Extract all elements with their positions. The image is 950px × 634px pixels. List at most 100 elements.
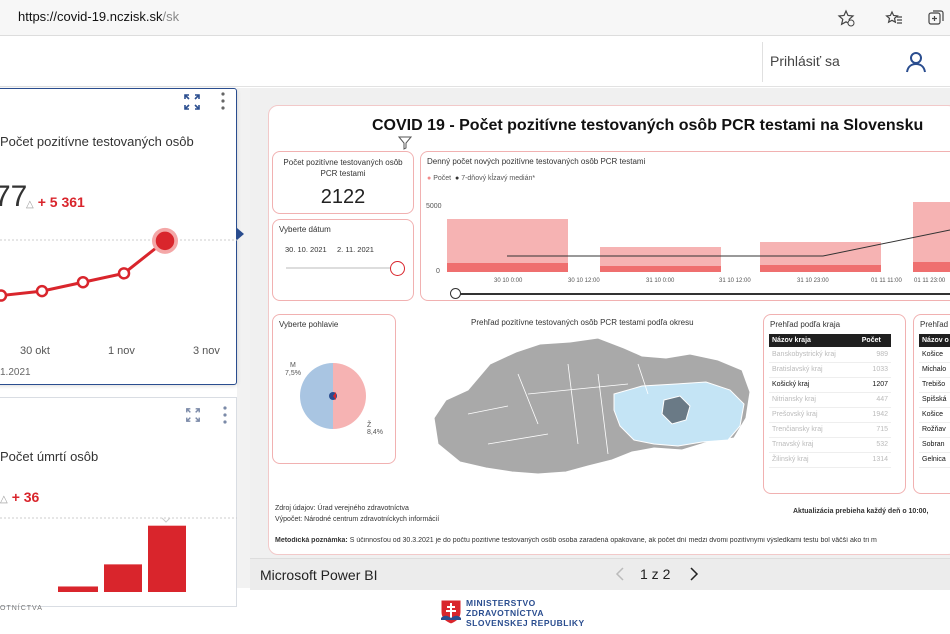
date-slider-track[interactable] xyxy=(286,267,390,269)
gender-m-label: M xyxy=(290,362,296,369)
kraj-col-name[interactable]: Názov kraja xyxy=(769,334,859,347)
data-point[interactable] xyxy=(155,231,175,251)
kraj-table-title: Prehľad podľa kraja xyxy=(770,320,841,329)
page-indicator: 1 z 2 xyxy=(640,566,671,582)
table-row[interactable]: Žilinský kraj 1314 xyxy=(769,452,891,468)
gender-pie-chart[interactable] xyxy=(298,361,368,431)
header-divider xyxy=(762,42,763,82)
table-row[interactable]: Nitriansky kraj 447 xyxy=(769,392,891,408)
slovakia-district-map[interactable] xyxy=(428,334,758,482)
kpi-value: 2122 xyxy=(320,186,366,208)
okres-col-name[interactable]: Názov o xyxy=(919,334,950,347)
data-point[interactable] xyxy=(76,275,90,289)
more-options-icon[interactable] xyxy=(222,405,228,430)
positive-cases-card[interactable] xyxy=(0,88,237,385)
x-tick-label: 31 10 0:00 xyxy=(646,278,675,284)
expand-icon[interactable] xyxy=(183,93,201,116)
positive-delta: △ + 5 361 xyxy=(26,194,85,210)
kraj-name: Prešovský kraj xyxy=(769,407,859,423)
chart-scroll-track[interactable] xyxy=(456,293,950,295)
login-link[interactable]: Prihlásiť sa xyxy=(770,53,840,69)
positive-card-title: Počet pozitívne testovaných osôb xyxy=(0,134,194,149)
deaths-delta-value: + 36 xyxy=(11,489,40,505)
gender-slicer-label: Vyberte pohlavie xyxy=(279,320,339,329)
delta-triangle-icon: △ xyxy=(26,199,34,210)
pie-center-marker xyxy=(333,392,336,400)
data-point[interactable] xyxy=(0,289,8,302)
gender-z-label: Ž xyxy=(367,422,372,429)
date-to-input[interactable]: 2. 11. 2021 xyxy=(337,245,374,254)
map-title: Prehľad pozitívne testovaných osôb PCR t… xyxy=(471,318,694,327)
prev-page-icon[interactable] xyxy=(614,566,626,582)
table-row[interactable]: Banskobystrický kraj 989 xyxy=(769,347,891,363)
date-from-input[interactable]: 30. 10. 2021 xyxy=(285,245,327,254)
table-row[interactable]: Trebišo xyxy=(919,377,950,393)
okres-name: Spišská xyxy=(919,392,950,408)
x-tick-label: 31 10 12:00 xyxy=(719,278,751,284)
x-tick-label: 01 11 11:00 xyxy=(871,278,902,284)
okres-table[interactable]: Názov o Košice Michalo Trebišo Spišská K… xyxy=(919,334,950,468)
map-region-selected[interactable] xyxy=(661,395,691,425)
chart-scroll-handle[interactable] xyxy=(450,288,461,299)
data-point[interactable] xyxy=(35,284,49,298)
table-row[interactable]: Rožňav xyxy=(919,422,950,438)
browser-address-bar[interactable] xyxy=(0,0,950,36)
table-row[interactable]: Gelnica xyxy=(919,452,950,468)
positive-total-value: 77 xyxy=(0,180,28,213)
chart-marker-icon xyxy=(161,517,171,523)
pie-slice-female[interactable] xyxy=(333,363,366,429)
favorites-icon[interactable] xyxy=(884,8,904,28)
ministry-line: SLOVENSKEJ REPUBLIKY xyxy=(466,618,585,628)
user-icon[interactable] xyxy=(904,50,928,74)
table-row[interactable]: Spišská xyxy=(919,392,950,408)
positive-date-label: 1.2021 xyxy=(0,367,31,378)
table-row[interactable]: Bratislavský kraj 1033 xyxy=(769,362,891,378)
bar[interactable] xyxy=(104,564,142,592)
kraj-value: 989 xyxy=(858,347,891,363)
calc-line: Výpočet: Národné centrum zdravotníckych … xyxy=(275,516,440,523)
expand-icon[interactable] xyxy=(185,407,201,428)
data-point[interactable] xyxy=(117,267,131,280)
table-row[interactable]: Michalo xyxy=(919,362,950,378)
daily-bar xyxy=(913,202,950,272)
slovakia-coat-of-arms-icon xyxy=(440,599,462,625)
date-slider-handle[interactable] xyxy=(390,261,405,276)
next-page-icon[interactable] xyxy=(688,566,700,582)
site-header xyxy=(0,37,950,87)
ministry-logo-text[interactable]: MINISTERSTVO ZDRAVOTNÍCTVA SLOVENSKEJ RE… xyxy=(466,598,585,628)
table-row[interactable]: Trnavský kraj 532 xyxy=(769,437,891,453)
map-district-borders xyxy=(467,363,649,455)
table-row[interactable]: Košice xyxy=(919,347,950,363)
kraj-value: 1942 xyxy=(858,407,891,423)
table-row[interactable]: Sobran xyxy=(919,437,950,453)
bar[interactable] xyxy=(58,586,98,592)
pie-slice-male[interactable] xyxy=(300,363,333,429)
url-text[interactable]: https://covid-19.nczisk.sk/sk xyxy=(18,9,179,24)
kraj-name: Košický kraj xyxy=(769,377,859,393)
positive-delta-value: + 5 361 xyxy=(37,194,85,210)
kraj-name: Žilinský kraj xyxy=(769,452,859,468)
filter-icon[interactable] xyxy=(397,136,413,155)
table-row[interactable]: Trenčiansky kraj 715 xyxy=(769,422,891,438)
kpi-box xyxy=(272,151,414,214)
favorite-add-icon[interactable] xyxy=(836,8,856,28)
table-row[interactable]: Košice xyxy=(919,407,950,423)
gender-m-pct: 7,5% xyxy=(285,370,301,377)
bar[interactable] xyxy=(148,525,186,592)
kraj-col-count[interactable]: Počet xyxy=(858,334,891,347)
collections-icon[interactable] xyxy=(926,8,946,28)
footer-left-text: OTNÍCTVA xyxy=(0,605,43,612)
table-row[interactable]: Košický kraj 1207 xyxy=(769,377,891,393)
date-slicer[interactable] xyxy=(272,219,414,301)
positive-line-chart xyxy=(0,227,237,302)
more-options-icon[interactable] xyxy=(220,91,226,116)
kraj-table[interactable]: Názov kraja Počet Banskobystrický kraj 98… xyxy=(769,334,891,468)
table-row[interactable]: Prešovský kraj 1942 xyxy=(769,407,891,423)
okres-table-title: Prehľad xyxy=(920,320,949,329)
legend-count: ● Počet xyxy=(427,175,452,182)
date-slicer-label: Vyberte dátum xyxy=(279,225,331,234)
x-tick-label: 31 10 23:00 xyxy=(797,278,829,284)
x-tick-label: 01 11 23:00 xyxy=(914,278,946,284)
powerbi-brand-link[interactable]: Microsoft Power BI xyxy=(260,567,378,583)
okres-name: Sobran xyxy=(919,437,950,453)
